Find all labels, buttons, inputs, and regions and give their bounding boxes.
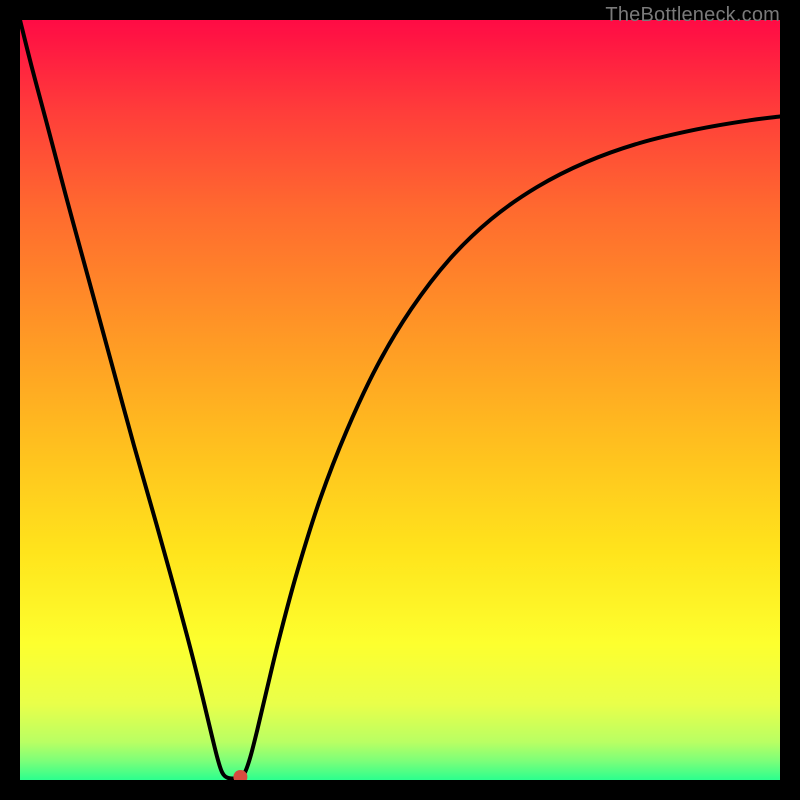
watermark-text: TheBottleneck.com xyxy=(605,4,780,27)
chart-background xyxy=(20,20,780,780)
bottleneck-chart xyxy=(0,0,800,800)
stage: TheBottleneck.com xyxy=(0,0,800,800)
minimum-marker xyxy=(233,770,247,784)
